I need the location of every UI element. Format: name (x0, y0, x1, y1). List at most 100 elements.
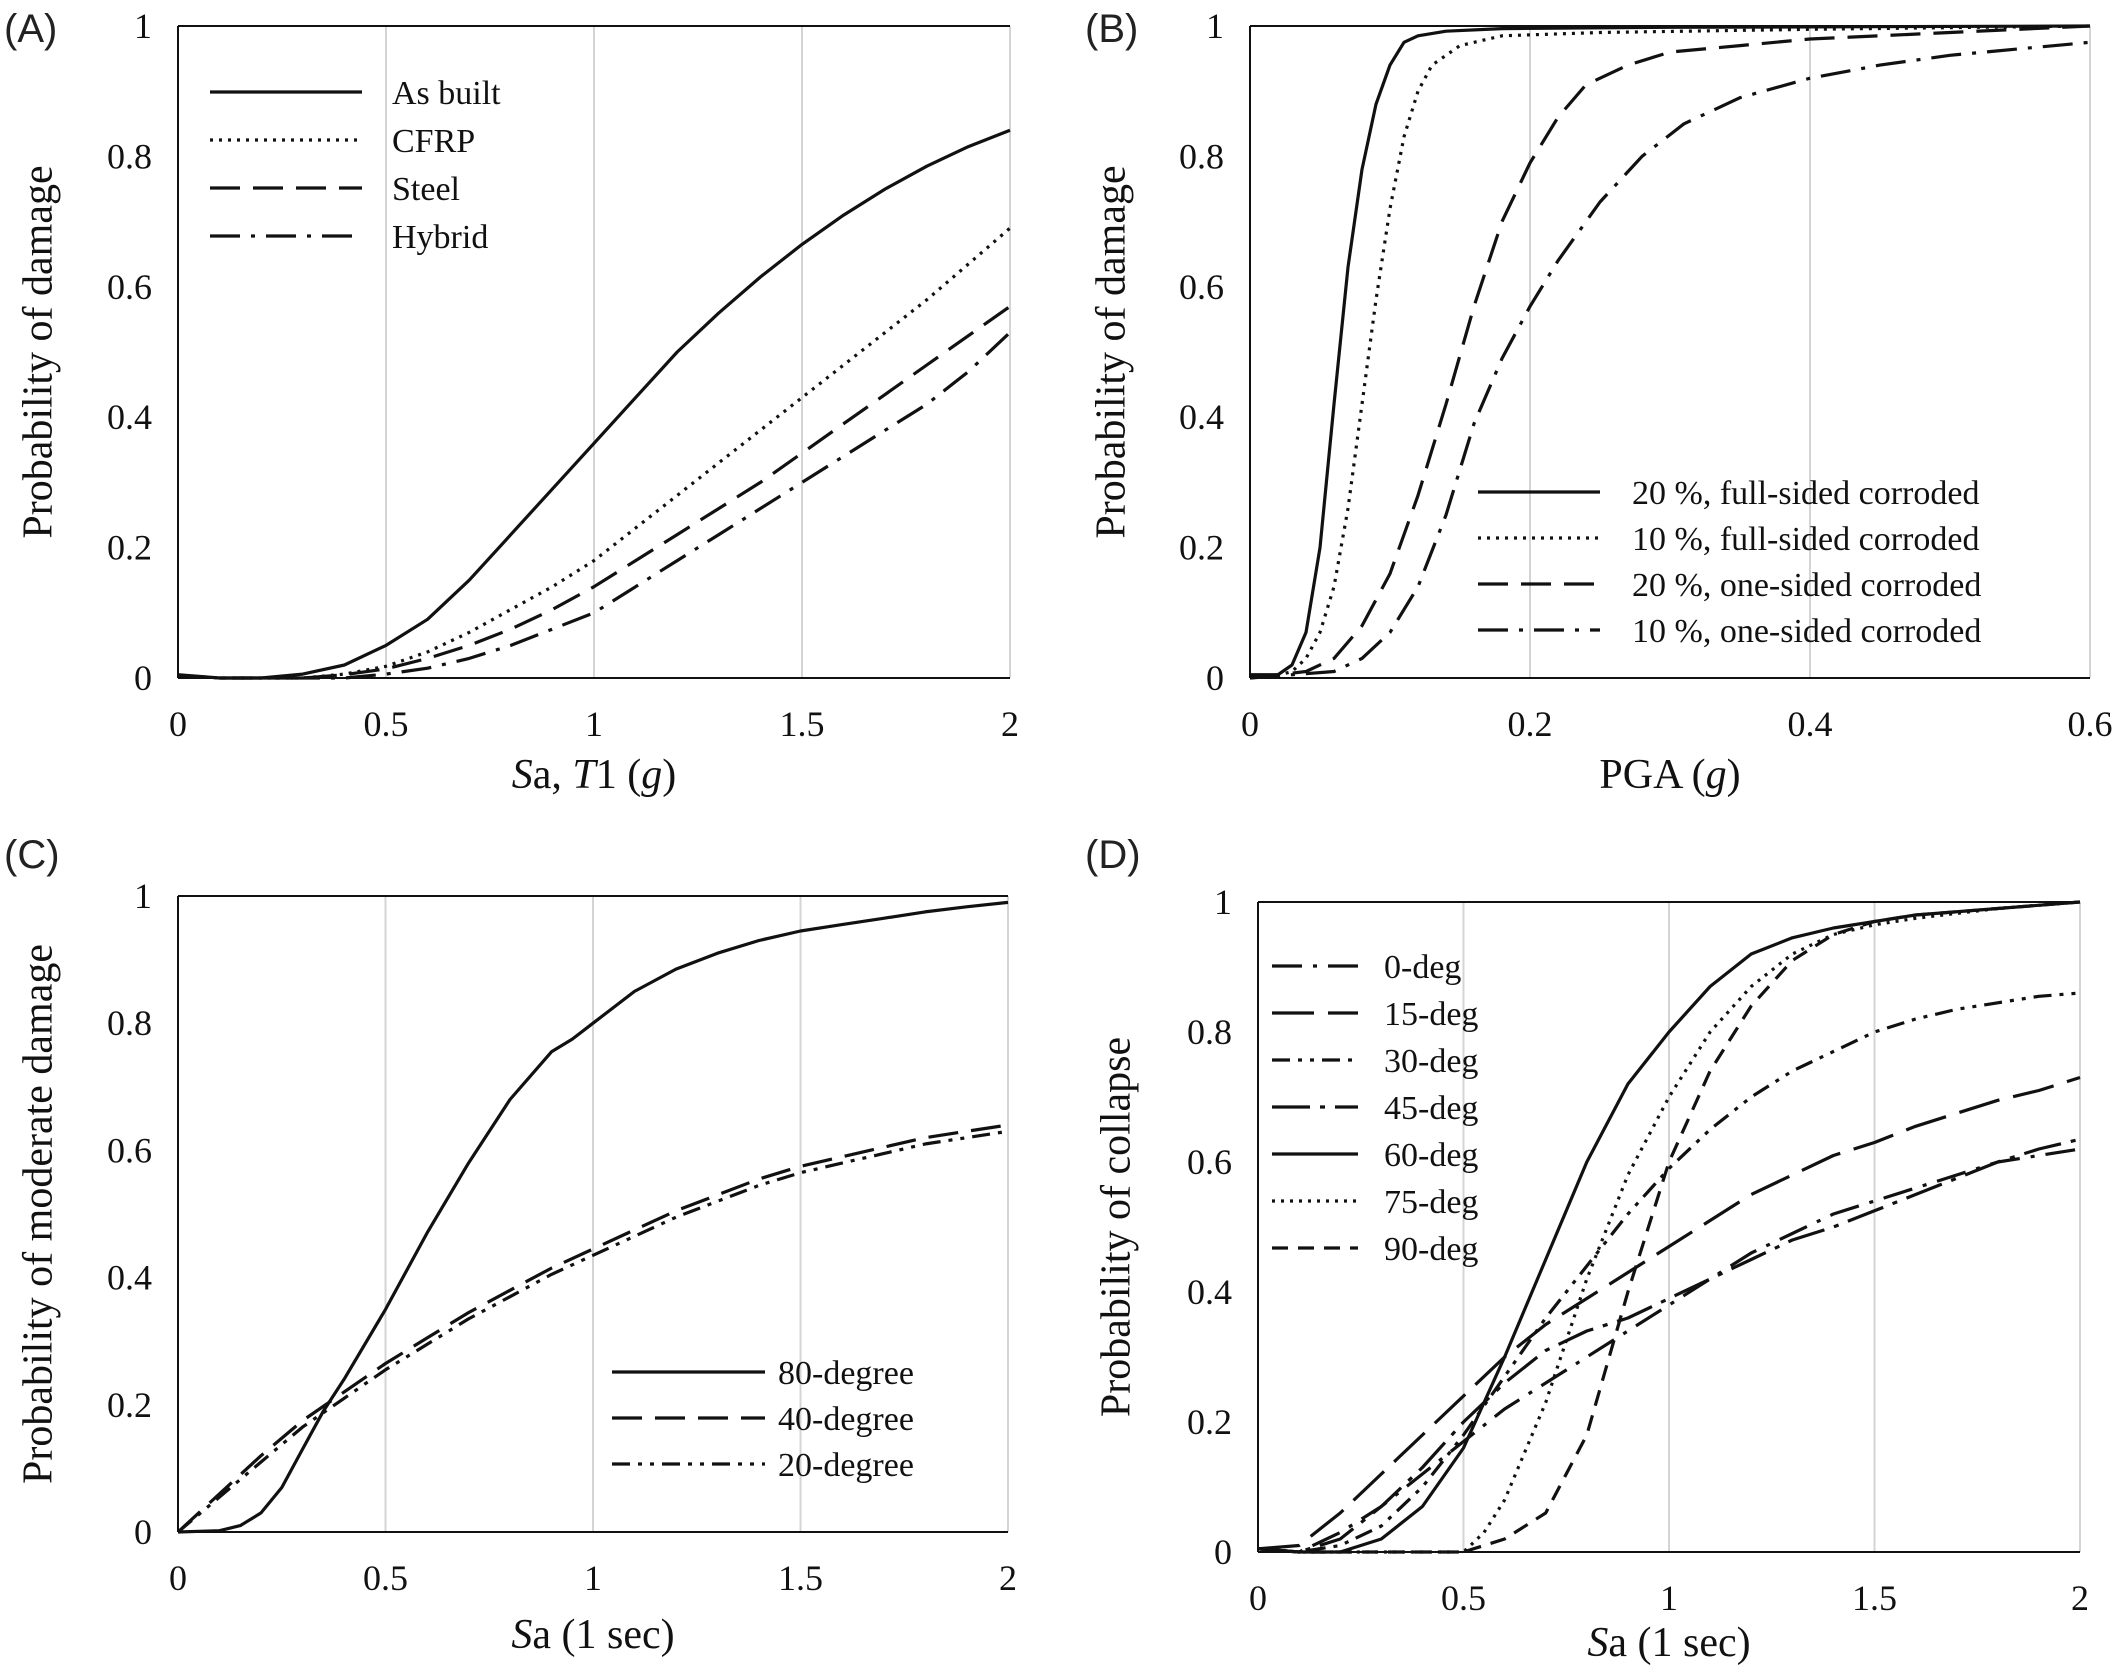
series-line (1257, 1137, 2081, 1554)
x-axis-title-part: a, (533, 752, 573, 798)
legend-entry: 20 %, one-sided corroded (1632, 567, 1981, 604)
legend-entry: 30-deg (1384, 1043, 1478, 1080)
legend-entry: 80-degree (778, 1355, 914, 1392)
y-tick-label: 0.2 (1187, 1402, 1232, 1442)
y-axis-title: Probability of moderate damage (16, 944, 62, 1484)
x-tick-label: 0 (169, 704, 187, 744)
x-tick-label: 1 (584, 1558, 602, 1598)
series-line (1257, 900, 2081, 1554)
x-tick-label: 0.6 (2068, 704, 2113, 744)
y-axis-title: Probability of damage (1089, 165, 1135, 538)
x-tick-label: 0 (1249, 1578, 1267, 1618)
x-axis-title-part: PGA ( (1599, 752, 1705, 798)
y-tick-label: 0.4 (1179, 397, 1224, 437)
y-tick-label: 0.4 (107, 397, 152, 437)
panel-label: (A) (4, 7, 57, 51)
x-axis-title-part: ) (1727, 752, 1741, 798)
legend-entry: Steel (392, 171, 460, 208)
y-tick-label: 0.8 (1187, 1012, 1232, 1052)
legend-entry: 20-degree (778, 1447, 914, 1484)
x-tick-label: 2 (1001, 704, 1019, 744)
y-tick-label: 0.6 (107, 267, 152, 307)
y-tick-label: 0.4 (1187, 1272, 1232, 1312)
x-axis-title-part: S (512, 752, 533, 798)
x-axis-title-part: g (641, 752, 662, 798)
y-tick-label: 0.6 (1187, 1142, 1232, 1182)
y-tick-label: 1 (1206, 6, 1224, 46)
y-tick-label: 1 (134, 6, 152, 46)
panel-label: (C) (4, 833, 60, 877)
series-line (177, 331, 1012, 680)
y-tick-label: 0.2 (1179, 528, 1224, 568)
series-line (176, 1129, 1009, 1534)
x-tick-label: 1.5 (1852, 1578, 1897, 1618)
series-line (177, 128, 1011, 680)
x-axis-title-part: g (1706, 752, 1727, 798)
x-tick-label: 1.5 (780, 704, 825, 744)
x-tick-label: 0.4 (1788, 704, 1833, 744)
y-axis-title: Probability of damage (16, 165, 62, 538)
x-tick-label: 0.5 (1441, 1578, 1486, 1618)
legend-entry: 60-deg (1384, 1137, 1478, 1174)
panel-label: (B) (1085, 7, 1138, 51)
y-tick-label: 0.8 (107, 136, 152, 176)
x-tick-label: 0 (169, 1558, 187, 1598)
series-line (1250, 24, 2091, 677)
series-line (1257, 1147, 2081, 1554)
legend-entry: 10 %, full-sided corroded (1632, 521, 1979, 558)
x-axis-title-part: S (1587, 1620, 1608, 1666)
chart-panel: (A) 0 0.5 1 1.5 2 0 0.2 0.4 0.6 0.8 1 As built CFRP St… (4, 6, 1019, 798)
x-tick-label: 1.5 (778, 1558, 823, 1598)
x-tick-label: 0.2 (1508, 704, 1553, 744)
y-tick-label: 0 (134, 658, 152, 698)
chart-panel: (B) 0 0.2 0.4 0.6 0 0.2 0.4 0.6 0.8 1 20 %, full-si… (1085, 6, 2113, 798)
legend-entry: 10 %, one-sided corroded (1632, 613, 1981, 650)
x-tick-label: 0.5 (363, 1558, 408, 1598)
legend-entry: 20 %, full-sided corroded (1632, 475, 1979, 512)
y-tick-label: 1 (1214, 882, 1232, 922)
x-axis-title-part: ) (662, 752, 676, 798)
legend-entry: 90-deg (1384, 1231, 1478, 1268)
series-line (1249, 24, 2091, 678)
series-line (1249, 40, 2091, 680)
legend-entry: 45-deg (1384, 1090, 1478, 1127)
y-tick-label: 1 (134, 876, 152, 916)
series-line (176, 1123, 1009, 1534)
legend-entry: 75-deg (1384, 1184, 1478, 1221)
chart-panel: (D) 0 0.5 1 1.5 2 0 0.2 0.4 0.6 0.8 1 0-deg 15-deg 30-… (1085, 833, 2089, 1666)
series-line (177, 226, 1012, 680)
series-line (1257, 991, 2081, 1554)
series-line (1257, 1075, 2081, 1551)
y-tick-label: 0 (134, 1512, 152, 1552)
x-tick-label: 1 (1660, 1578, 1678, 1618)
y-tick-label: 0.4 (107, 1258, 152, 1298)
series-line (177, 900, 1009, 1534)
y-tick-label: 0 (1214, 1532, 1232, 1572)
legend-entry: Hybrid (392, 219, 488, 256)
x-tick-label: 2 (2071, 1578, 2089, 1618)
x-axis-title-part: a (1 sec) (532, 1612, 674, 1658)
y-tick-label: 0.2 (107, 528, 152, 568)
x-axis-title-part: a (1 sec) (1608, 1620, 1750, 1666)
x-tick-label: 1 (585, 704, 603, 744)
legend-entry: As built (392, 75, 501, 112)
legend-entry: CFRP (392, 123, 475, 160)
x-axis-title-part: S (511, 1612, 532, 1658)
x-axis-title-part: 1 ( (596, 752, 642, 798)
x-axis-title: Sa (1 sec) (1587, 1620, 1750, 1666)
x-tick-label: 0.5 (364, 704, 409, 744)
y-tick-label: 0.8 (1179, 136, 1224, 176)
panel-label: (D) (1085, 833, 1141, 877)
y-tick-label: 0.6 (1179, 267, 1224, 307)
legend-entry: 40-degree (778, 1401, 914, 1438)
x-axis-title: Sa, T1 (g) (512, 752, 677, 798)
y-tick-label: 0.2 (107, 1385, 152, 1425)
x-tick-label: 2 (999, 1558, 1017, 1598)
x-tick-label: 0 (1241, 704, 1259, 744)
legend-entry: 15-deg (1384, 996, 1478, 1033)
y-tick-label: 0.6 (107, 1130, 152, 1170)
x-axis-title: PGA (g) (1599, 752, 1740, 798)
y-tick-label: 0 (1206, 658, 1224, 698)
x-axis-title: Sa (1 sec) (511, 1612, 674, 1658)
